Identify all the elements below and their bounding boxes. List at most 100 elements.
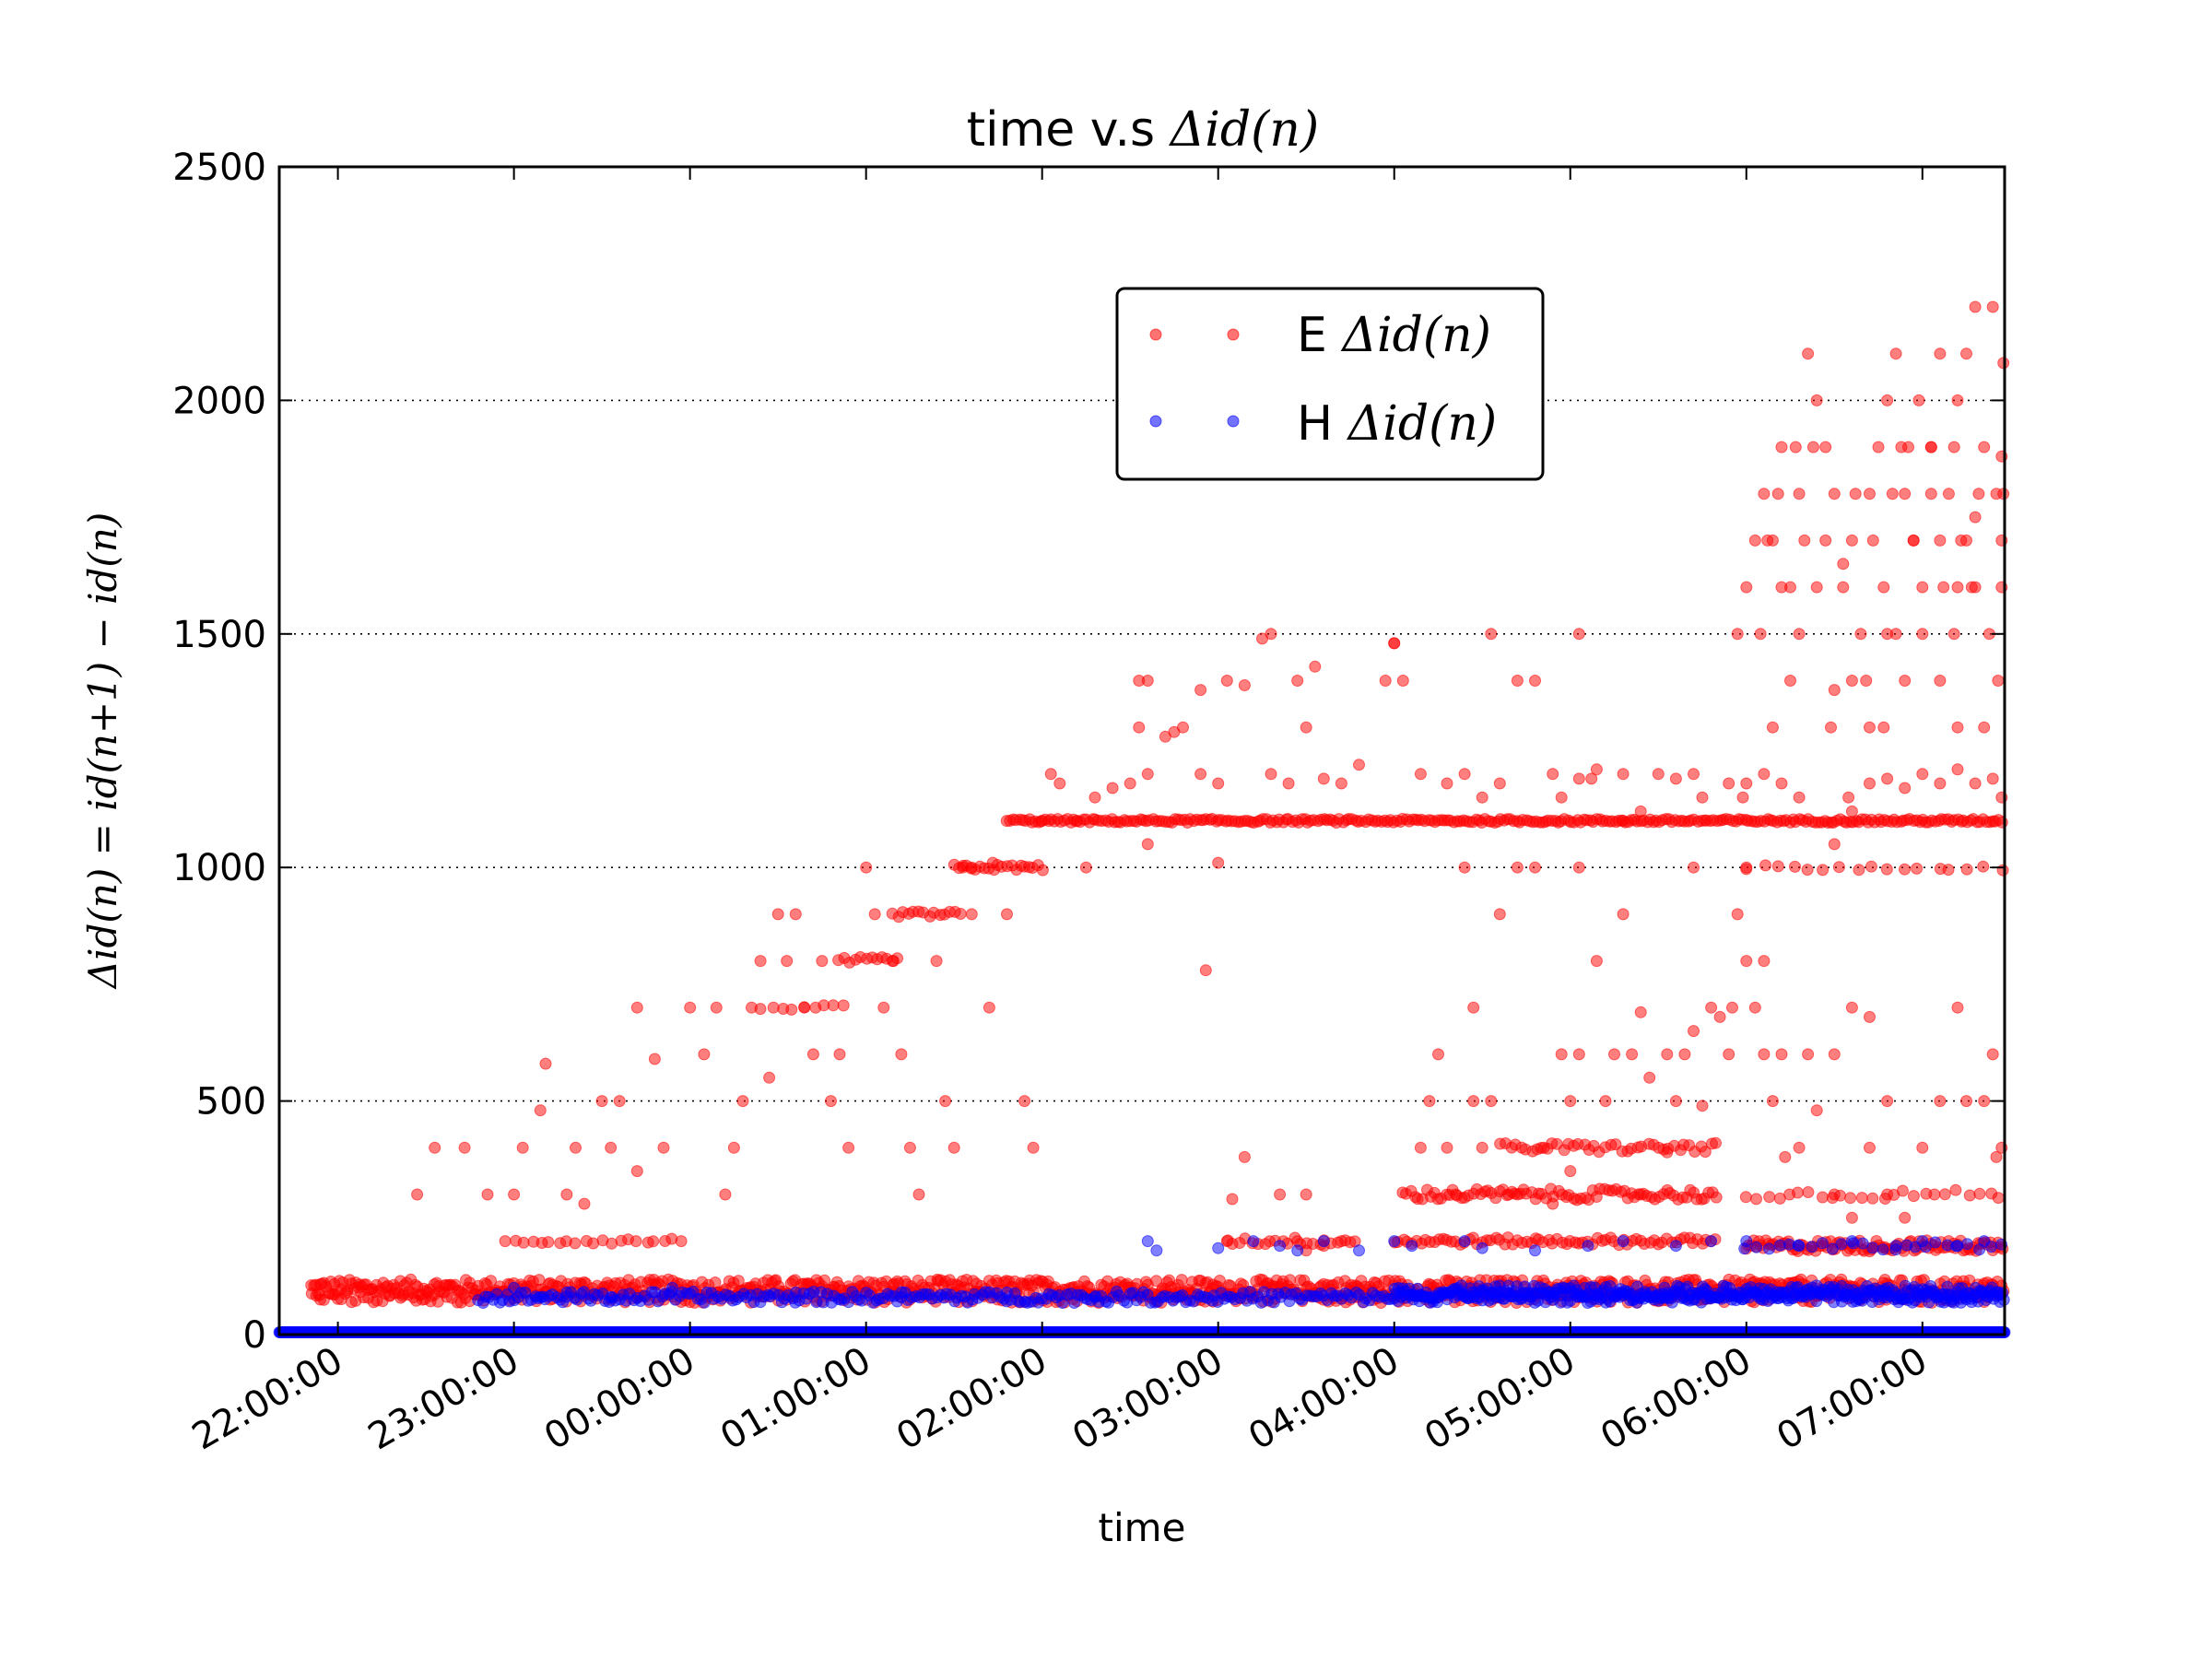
data-point	[1864, 488, 1876, 500]
data-point	[1880, 863, 1893, 876]
data-point	[1710, 1136, 1722, 1149]
data-point	[1969, 777, 1982, 790]
data-point	[1907, 534, 1920, 547]
data-point	[1924, 488, 1937, 500]
data-point	[1977, 860, 1990, 873]
data-point	[1274, 1188, 1287, 1201]
data-point	[630, 1165, 643, 1178]
data-point	[1194, 768, 1207, 781]
data-point	[1947, 628, 1960, 641]
data-point	[1124, 777, 1136, 790]
data-point	[1763, 1191, 1776, 1204]
data-point	[736, 1095, 749, 1108]
data-point	[534, 1104, 547, 1117]
data-point	[1986, 300, 1999, 313]
data-point	[1916, 768, 1929, 781]
data-point	[965, 861, 978, 874]
data-point	[1775, 441, 1788, 453]
data-point	[1529, 861, 1541, 874]
data-point	[1889, 347, 1902, 360]
data-point	[1652, 768, 1665, 781]
data-point	[1855, 1192, 1868, 1205]
data-point	[1572, 861, 1585, 874]
data-point	[698, 1048, 711, 1061]
chart-title-prefix: time v.s	[967, 102, 1171, 158]
data-point	[903, 1141, 916, 1154]
data-point	[771, 908, 784, 921]
data-point	[1916, 1141, 1929, 1154]
data-point	[1353, 759, 1365, 771]
data-point	[1044, 768, 1057, 781]
data-point	[833, 1048, 846, 1061]
data-point	[1212, 777, 1225, 790]
data-point	[709, 1277, 722, 1288]
data-point	[1761, 534, 1774, 547]
data-point	[1877, 721, 1890, 734]
data-point	[1441, 1141, 1453, 1154]
data-point	[1924, 441, 1937, 453]
data-point	[1978, 441, 1991, 453]
data-point	[1423, 1095, 1436, 1108]
data-point	[1972, 488, 1985, 500]
data-point	[727, 1141, 740, 1154]
data-point	[1617, 815, 1630, 827]
data-point	[613, 1095, 626, 1108]
data-point	[1396, 675, 1409, 687]
data-point	[1960, 863, 1973, 876]
data-point	[1071, 815, 1084, 827]
data-point	[560, 1188, 573, 1201]
data-point	[1027, 1141, 1040, 1154]
data-point	[912, 1188, 925, 1201]
data-point	[1866, 1192, 1879, 1205]
data-point	[1710, 1191, 1723, 1204]
data-point	[1789, 441, 1802, 453]
data-point	[789, 908, 802, 921]
data-point	[1793, 488, 1806, 500]
data-point	[1748, 534, 1761, 547]
data-point	[1212, 856, 1225, 869]
data-point	[1842, 791, 1855, 804]
data-point	[1864, 1010, 1876, 1023]
data-point	[1896, 1184, 1909, 1197]
data-point	[1555, 1048, 1568, 1061]
data-point	[1661, 1146, 1674, 1159]
data-point	[798, 1001, 811, 1014]
data-point	[1845, 1211, 1858, 1224]
data-point	[508, 1188, 521, 1201]
data-point	[1916, 581, 1929, 594]
data-point	[763, 1071, 776, 1084]
data-point	[458, 1141, 471, 1154]
data-point	[930, 955, 943, 968]
data-point	[1740, 861, 1753, 874]
data-point	[1766, 1095, 1779, 1108]
data-point	[1779, 1150, 1792, 1163]
data-point	[1731, 628, 1744, 641]
data-point	[1705, 1001, 1718, 1014]
grid-lines	[279, 399, 2005, 1102]
data-point	[767, 1001, 780, 1014]
data-point	[1775, 777, 1788, 790]
data-point	[1564, 1095, 1577, 1108]
data-point	[629, 1235, 642, 1248]
data-point	[1238, 1150, 1251, 1163]
data-point	[860, 861, 873, 874]
data-point	[954, 908, 967, 920]
data-point	[1934, 347, 1947, 360]
data-point	[1133, 721, 1146, 734]
data-point	[1643, 1071, 1656, 1084]
data-point	[1220, 675, 1233, 687]
data-point	[1806, 441, 1819, 453]
data-point	[1872, 441, 1885, 453]
data-point	[1699, 1146, 1712, 1159]
data-point	[648, 1053, 661, 1065]
data-point	[1963, 1189, 1976, 1202]
data-point	[1688, 768, 1700, 781]
data-point	[781, 955, 794, 968]
data-point	[1899, 675, 1912, 687]
data-point	[1599, 1095, 1612, 1108]
data-point	[1819, 441, 1832, 453]
data-point	[1877, 581, 1890, 594]
data-point	[1585, 772, 1598, 785]
data-point	[1106, 782, 1119, 794]
data-point	[1802, 1186, 1815, 1198]
